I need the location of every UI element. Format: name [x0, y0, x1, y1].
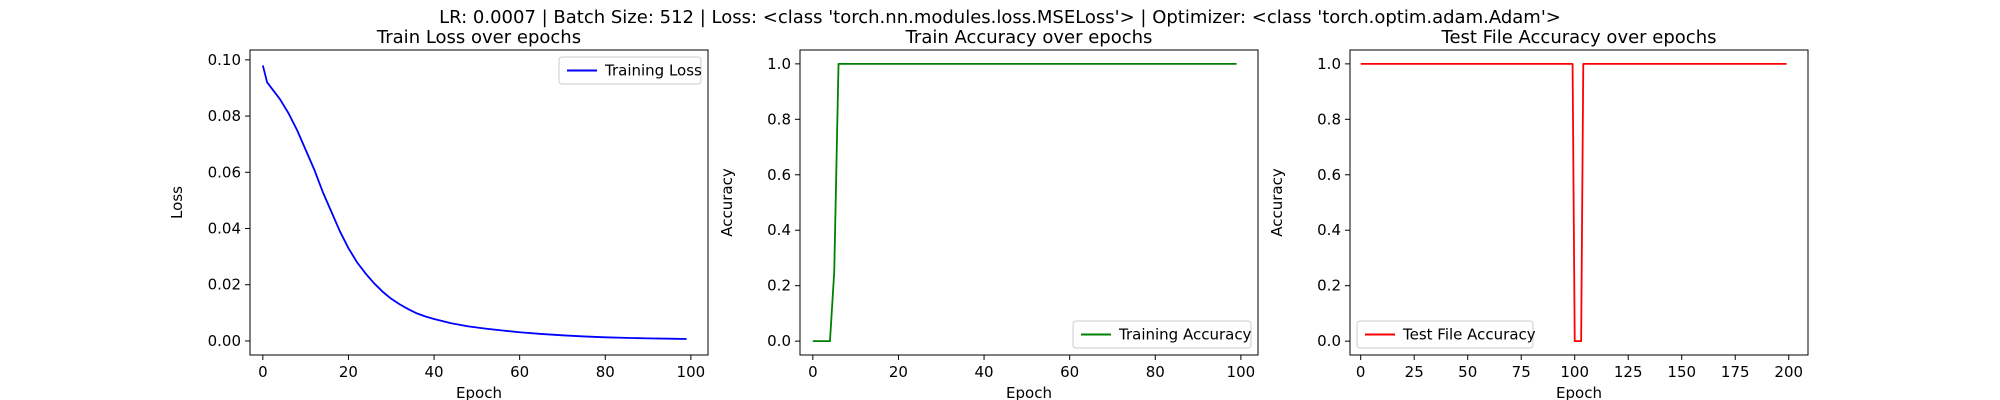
x-tick-label: 150	[1667, 363, 1696, 381]
legend: Test File Accuracy	[1356, 320, 1536, 349]
y-tick-label: 0.10	[208, 51, 241, 69]
legend-box	[558, 56, 702, 85]
x-tick-label: 0	[258, 363, 268, 381]
series-line-1	[261, 65, 687, 340]
x-tick-label: 60	[1060, 363, 1079, 381]
x-tick-label: 50	[1458, 363, 1477, 381]
x-axis-label: Epoch	[456, 384, 502, 400]
x-tick-label: 80	[596, 363, 615, 381]
y-tick-label: 1.0	[1317, 55, 1341, 73]
x-tick-label: 100	[1560, 363, 1589, 381]
y-tick-label: 0.4	[1317, 221, 1341, 239]
y-tick-label: 0.8	[1317, 110, 1341, 128]
x-tick-label: 200	[1774, 363, 1803, 381]
x-tick-label: 25	[1405, 363, 1424, 381]
axes-frame	[249, 49, 709, 356]
y-tick-label: 0.02	[208, 276, 241, 294]
y-tick-label: 0.04	[208, 220, 241, 238]
x-tick-label: 125	[1614, 363, 1643, 381]
y-tick-label: 0.08	[208, 107, 241, 125]
x-tick-label: 20	[889, 363, 908, 381]
subplot-3: Test File Accuracy over epochs 0 25 50 75 100…	[1268, 27, 1809, 400]
y-tick-label: 0.8	[767, 110, 791, 128]
legend-label: Training Loss	[604, 62, 702, 80]
x-axis-label: Epoch	[1556, 384, 1602, 400]
subplot-2: Train Accuracy over epochs 0 20 40 60 80 100 0.…	[718, 27, 1259, 400]
x-tick-label: 100	[677, 363, 706, 381]
y-tick-label: 1.0	[767, 55, 791, 73]
axes-frame	[1349, 49, 1809, 356]
legend-label: Test File Accuracy	[1402, 326, 1536, 344]
y-tick-label: 0.0	[767, 332, 791, 350]
x-tick-label: 100	[1227, 363, 1256, 381]
y-tick-label: 0.4	[767, 221, 791, 239]
x-tick-label: 20	[339, 363, 358, 381]
x-tick-label: 0	[1356, 363, 1366, 381]
series-line-1	[1360, 62, 1787, 343]
subplot-1: Train Loss over epochs 0 20 40 60 80 100 0.00 0.…	[168, 27, 709, 400]
y-axis-label: Accuracy	[718, 168, 736, 237]
y-tick-label: 0.00	[208, 332, 241, 350]
y-tick-label: 0.6	[1317, 166, 1341, 184]
x-tick-label: 80	[1146, 363, 1165, 381]
x-tick-label: 0	[808, 363, 818, 381]
x-tick-label: 40	[975, 363, 994, 381]
y-tick-label: 0.2	[767, 277, 791, 295]
x-tick-label: 60	[510, 363, 529, 381]
plot-title: Test File Accuracy over epochs	[1441, 27, 1717, 48]
series-line-1	[812, 62, 1237, 343]
plot-title: Train Accuracy over epochs	[905, 27, 1153, 48]
legend-box	[1356, 320, 1534, 349]
y-tick-label: 0.2	[1317, 277, 1341, 295]
y-axis-label: Accuracy	[1268, 168, 1286, 237]
legend: Training Loss	[558, 56, 702, 85]
legend: Training Accuracy	[1072, 320, 1252, 349]
legend-box	[1072, 320, 1252, 349]
figure-suptitle: LR: 0.0007 | Batch Size: 512 | Loss: <cl…	[439, 7, 1561, 28]
x-axis-label: Epoch	[1006, 384, 1052, 400]
y-tick-label: 0.06	[208, 163, 241, 181]
plot-title: Train Loss over epochs	[376, 27, 581, 48]
y-axis-label: Loss	[168, 186, 186, 219]
x-tick-label: 75	[1512, 363, 1531, 381]
y-tick-label: 0.0	[1317, 332, 1341, 350]
y-tick-label: 0.6	[767, 166, 791, 184]
legend-label: Training Accuracy	[1118, 326, 1252, 344]
x-tick-label: 40	[425, 363, 444, 381]
axes-frame	[799, 49, 1259, 356]
x-tick-label: 175	[1721, 363, 1750, 381]
